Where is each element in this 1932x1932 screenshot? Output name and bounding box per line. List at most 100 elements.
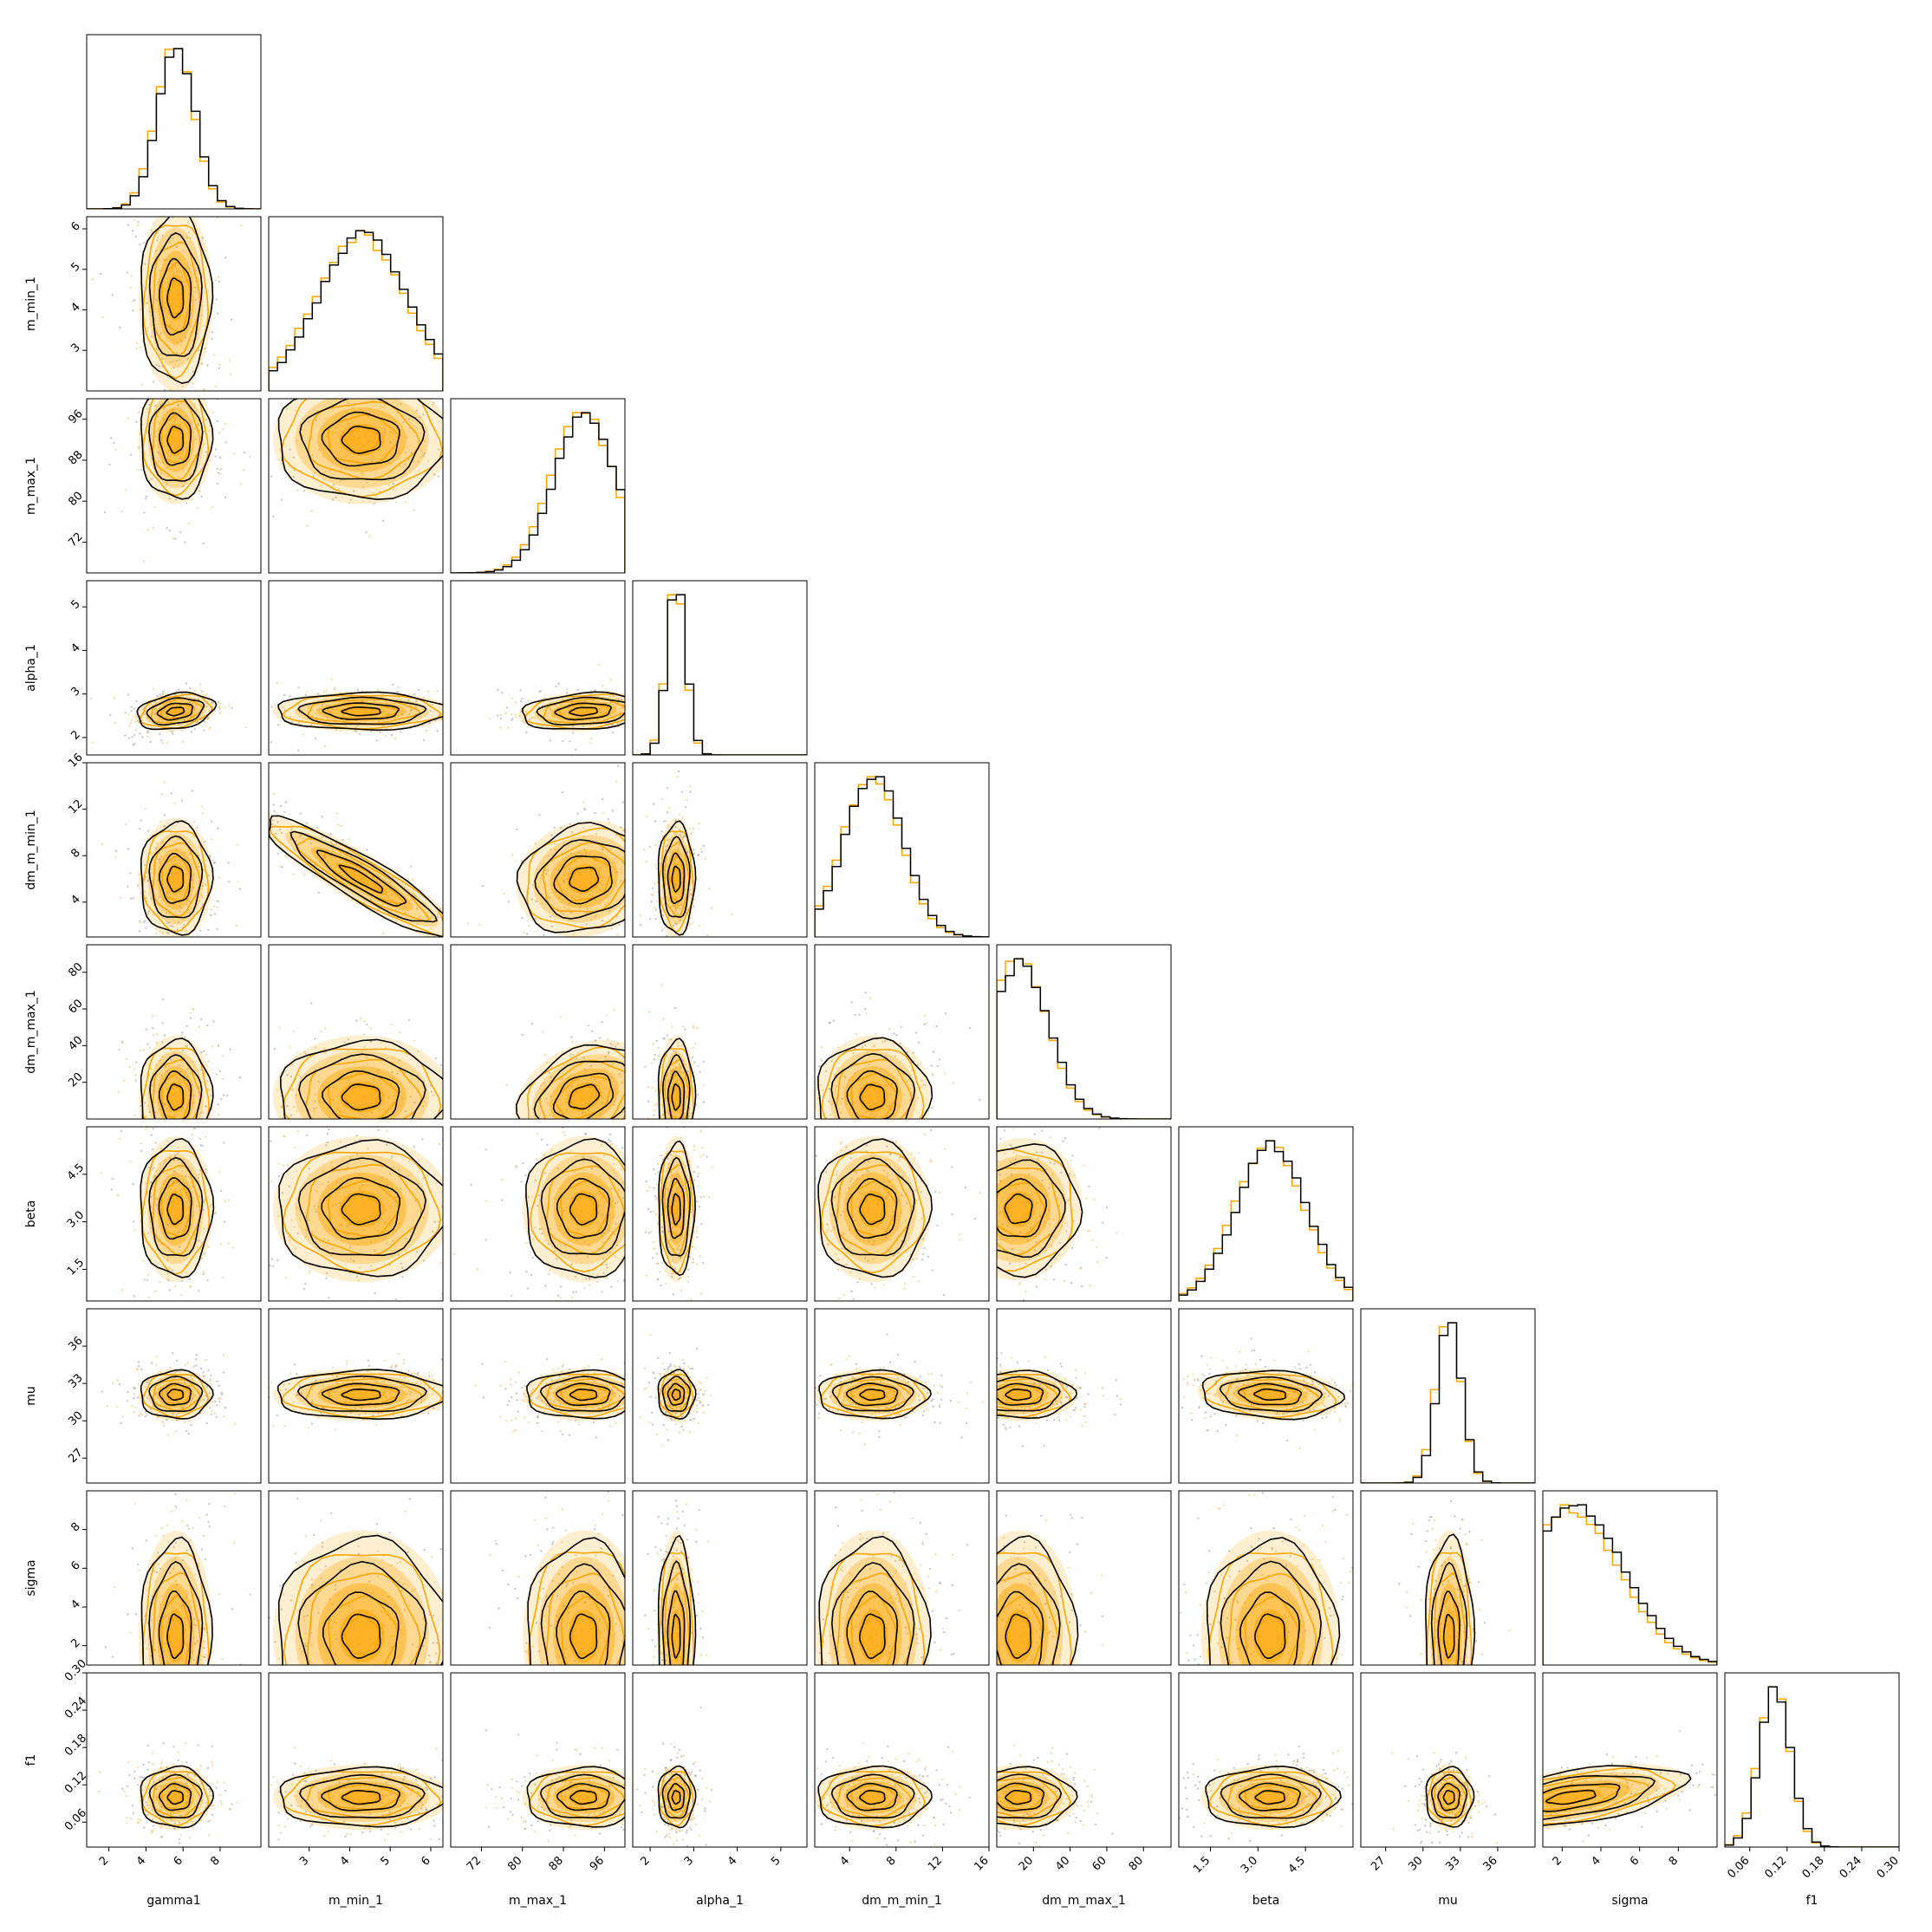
- sample-point: [875, 1114, 878, 1116]
- sample-point: [601, 1103, 603, 1105]
- sample-point: [335, 1203, 337, 1206]
- sample-point: [157, 237, 159, 239]
- sample-point: [580, 1064, 582, 1067]
- sample-point: [387, 896, 390, 899]
- contour-1-1: [148, 399, 204, 482]
- sample-point: [597, 1084, 601, 1087]
- sample-point: [167, 465, 170, 468]
- sample-point: [459, 400, 460, 401]
- sample-point: [677, 1278, 680, 1280]
- sample-point: [302, 1134, 303, 1135]
- sample-point: [359, 725, 361, 727]
- sample-point: [282, 1116, 284, 1119]
- sample-point: [167, 829, 170, 831]
- sample-point: [201, 488, 203, 490]
- contour-1-0: [516, 822, 625, 933]
- sample-point: [647, 1100, 650, 1103]
- sample-point: [647, 1011, 650, 1013]
- sample-point: [544, 1097, 548, 1100]
- contour-1-1: [534, 839, 625, 920]
- sample-point: [177, 1147, 179, 1149]
- sample-point: [385, 1143, 388, 1147]
- sample-point: [613, 1101, 615, 1103]
- sample-point: [134, 720, 137, 723]
- sample-point: [211, 392, 213, 394]
- sample-point: [560, 703, 563, 706]
- sample-point: [521, 1033, 524, 1037]
- sample-point: [649, 1219, 651, 1220]
- sample-point: [184, 851, 186, 854]
- sample-point: [194, 478, 197, 481]
- sample-point: [541, 902, 544, 905]
- sample-point: [216, 906, 218, 909]
- sample-point: [120, 510, 123, 513]
- sample-point: [602, 876, 605, 879]
- sample-point: [163, 781, 166, 784]
- sample-point: [331, 498, 335, 501]
- sample-point: [187, 854, 191, 856]
- sample-point: [111, 294, 114, 296]
- sample-point: [614, 858, 617, 861]
- sample-point: [576, 1051, 579, 1054]
- sample-point: [166, 953, 168, 955]
- sample-point: [191, 790, 193, 792]
- contour-0-0: [142, 224, 210, 380]
- sample-point: [621, 1147, 624, 1149]
- sample-point: [652, 1043, 654, 1045]
- sample-point: [219, 468, 222, 471]
- sample-point: [325, 1144, 328, 1147]
- sample-point: [134, 1079, 137, 1083]
- sample-point: [179, 270, 181, 273]
- sample-point: [197, 279, 200, 283]
- density-fill: [272, 1035, 443, 1119]
- sample-point: [445, 916, 446, 918]
- sample-point: [389, 1205, 392, 1207]
- sample-point: [184, 1086, 186, 1089]
- sample-point: [616, 871, 619, 874]
- sample-point: [204, 1199, 206, 1202]
- sample-point: [223, 1220, 226, 1224]
- sample-point: [653, 1109, 656, 1112]
- sample-point: [848, 1079, 850, 1082]
- sample-point: [397, 870, 400, 873]
- sample-point: [380, 1041, 382, 1044]
- sample-point: [113, 441, 115, 444]
- sample-point: [154, 298, 158, 301]
- sample-point: [159, 861, 161, 864]
- sample-point: [148, 1122, 150, 1124]
- sample-point: [342, 838, 344, 842]
- sample-point: [139, 346, 141, 348]
- sample-point: [511, 1294, 513, 1298]
- sample-point: [697, 1064, 699, 1068]
- sample-point: [409, 709, 412, 712]
- sample-point: [616, 722, 619, 725]
- sample-point: [355, 374, 356, 375]
- sample-point: [132, 309, 134, 312]
- sample-point: [589, 1157, 592, 1160]
- sample-point: [320, 1031, 322, 1033]
- sample-point: [924, 1083, 927, 1087]
- sample-point: [159, 353, 162, 355]
- sample-point: [153, 1175, 155, 1179]
- sample-point: [634, 1099, 636, 1101]
- sample-point: [161, 1200, 165, 1202]
- sample-point: [192, 1185, 194, 1188]
- sample-point: [172, 217, 174, 219]
- sample-point: [188, 701, 191, 705]
- sample-point: [143, 713, 146, 716]
- panel-dm_m_max_1-vs-alpha_1: [644, 984, 705, 1119]
- sample-point: [472, 436, 474, 438]
- sample-point: [674, 1051, 677, 1053]
- sample-point: [577, 895, 581, 899]
- sample-point: [651, 1199, 653, 1200]
- sample-point: [676, 1044, 680, 1048]
- sample-point: [325, 1277, 328, 1279]
- sample-point: [550, 849, 552, 851]
- sample-point: [589, 1245, 591, 1248]
- sample-point: [189, 1012, 192, 1014]
- sample-point: [193, 427, 197, 430]
- sample-point: [179, 196, 181, 198]
- sample-point: [601, 1291, 603, 1293]
- sample-point: [250, 733, 252, 735]
- sample-point: [150, 229, 153, 232]
